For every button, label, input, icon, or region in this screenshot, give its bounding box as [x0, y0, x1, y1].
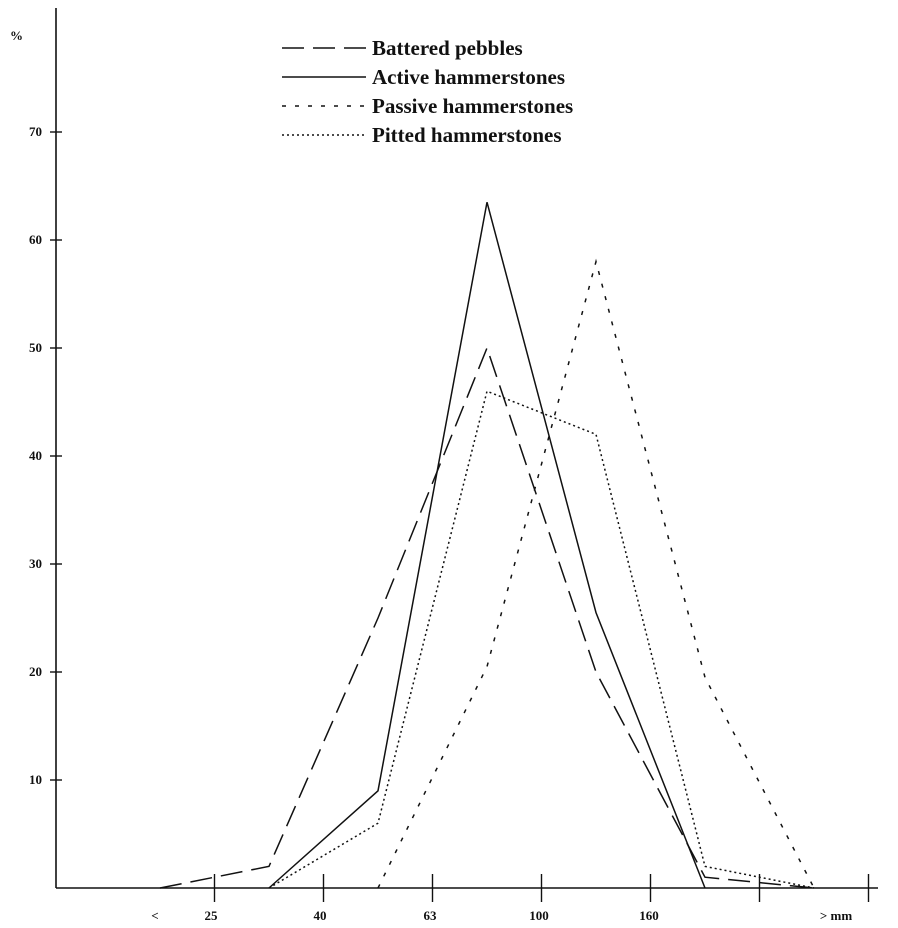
- legend: Battered pebbles Active hammerstones Passi…: [282, 36, 573, 147]
- x-tick-label: <: [151, 908, 158, 923]
- x-tick-label: 160: [639, 908, 659, 923]
- legend-label: Passive hammerstones: [372, 94, 573, 118]
- x-axis-ticks: <25 40 63 100 160 > mm: [151, 874, 870, 923]
- legend-label: Active hammerstones: [372, 65, 565, 89]
- x-tick-label: 63: [424, 908, 438, 923]
- series-lines: [159, 202, 815, 889]
- x-tick-label: 25: [205, 908, 219, 923]
- y-axis-label: %: [10, 28, 23, 43]
- y-tick-label: 70: [29, 124, 42, 139]
- series-line-battered-pebbles: [159, 345, 815, 889]
- y-tick-label: 10: [29, 772, 42, 787]
- x-tick-label: > mm: [820, 908, 852, 923]
- x-tick-label: 40: [314, 908, 327, 923]
- series-line-pitted-hammerstones: [268, 390, 815, 889]
- y-tick-label: 40: [29, 448, 42, 463]
- series-line-passive-hammerstones: [377, 258, 815, 889]
- y-tick-label: 20: [29, 664, 42, 679]
- y-axis-ticks: 10 20 30 40 50 60 70: [29, 124, 62, 787]
- y-tick-label: 60: [29, 232, 42, 247]
- legend-label: Pitted hammerstones: [372, 123, 562, 147]
- series-line-active-hammerstones: [268, 202, 706, 889]
- legend-label: Battered pebbles: [372, 36, 523, 60]
- y-tick-label: 50: [29, 340, 42, 355]
- y-tick-label: 30: [29, 556, 42, 571]
- x-tick-label: 100: [529, 908, 549, 923]
